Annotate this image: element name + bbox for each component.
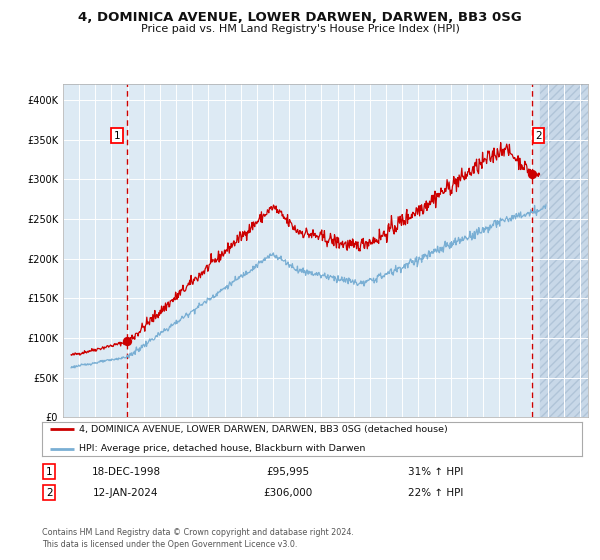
Text: Contains HM Land Registry data © Crown copyright and database right 2024.
This d: Contains HM Land Registry data © Crown c… (42, 528, 354, 549)
Bar (539, 84, 588, 417)
Text: 2: 2 (535, 130, 542, 141)
Text: 22% ↑ HPI: 22% ↑ HPI (408, 488, 463, 498)
Text: 1: 1 (114, 130, 121, 141)
Text: HPI: Average price, detached house, Blackburn with Darwen: HPI: Average price, detached house, Blac… (79, 444, 365, 453)
Text: 4, DOMINICA AVENUE, LOWER DARWEN, DARWEN, BB3 0SG (detached house): 4, DOMINICA AVENUE, LOWER DARWEN, DARWEN… (79, 425, 448, 434)
Text: £306,000: £306,000 (263, 488, 313, 498)
Text: 4, DOMINICA AVENUE, LOWER DARWEN, DARWEN, BB3 0SG: 4, DOMINICA AVENUE, LOWER DARWEN, DARWEN… (78, 11, 522, 25)
Text: £95,995: £95,995 (266, 466, 310, 477)
Text: Price paid vs. HM Land Registry's House Price Index (HPI): Price paid vs. HM Land Registry's House … (140, 24, 460, 34)
Text: 18-DEC-1998: 18-DEC-1998 (91, 466, 161, 477)
Text: 1: 1 (46, 466, 53, 477)
Point (122, 337, 132, 346)
Text: 12-JAN-2024: 12-JAN-2024 (93, 488, 159, 498)
Bar (539, 84, 588, 417)
Point (527, 170, 537, 179)
Text: 31% ↑ HPI: 31% ↑ HPI (408, 466, 463, 477)
Text: 2: 2 (46, 488, 53, 498)
